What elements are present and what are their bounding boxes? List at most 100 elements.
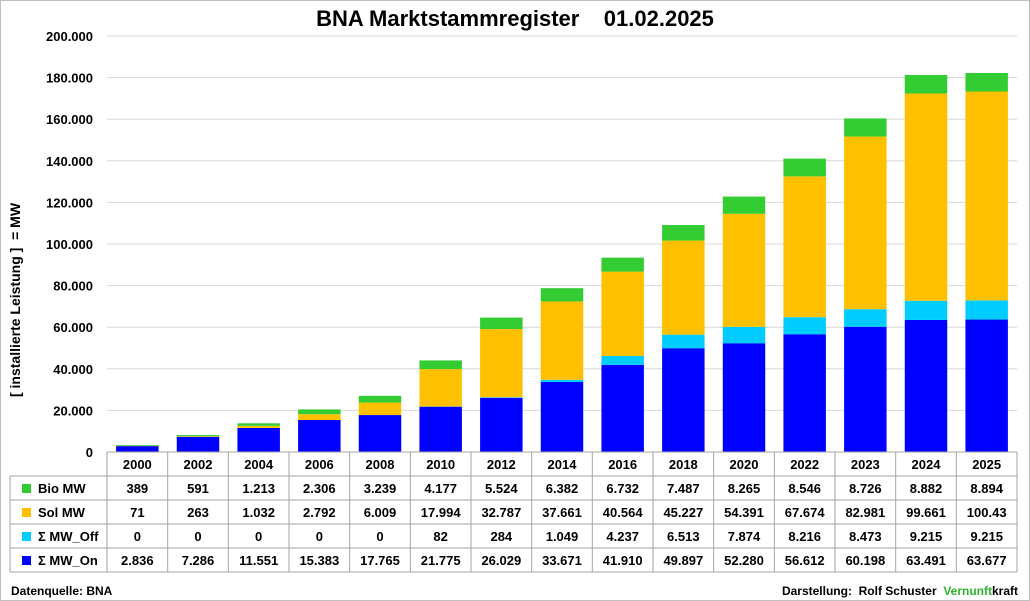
data-label: 2.836 xyxy=(121,553,154,568)
bar-segment xyxy=(540,379,584,382)
bar-segment xyxy=(298,409,341,415)
bar-segment xyxy=(844,118,887,137)
bar-segment xyxy=(662,225,705,241)
bar-segment xyxy=(722,213,766,327)
bar-segment xyxy=(662,348,705,452)
bar-segment xyxy=(176,436,220,452)
data-label: 8.894 xyxy=(970,481,1003,496)
data-label: 8.546 xyxy=(788,481,821,496)
series-name: Bio MW xyxy=(38,481,86,496)
series-name: Σ MW_On xyxy=(38,553,98,568)
x-tick-label: 2006 xyxy=(305,457,334,472)
data-label: 33.671 xyxy=(542,553,582,568)
bar-segment xyxy=(601,364,644,452)
bar-segment xyxy=(783,317,826,335)
data-label: 4.177 xyxy=(424,481,457,496)
data-label: 54.391 xyxy=(724,505,764,520)
bar-segment xyxy=(601,271,644,357)
bar-segment xyxy=(722,196,766,214)
data-label: 26.029 xyxy=(481,553,521,568)
bar-segment xyxy=(783,158,826,177)
data-label: 63.677 xyxy=(967,553,1007,568)
y-tick-label: 80.000 xyxy=(53,279,93,294)
x-tick-label: 2023 xyxy=(851,457,880,472)
credit-note: Darstellung: Rolf Schuster Vernunftkraft xyxy=(782,584,1018,598)
y-tick-label: 100.000 xyxy=(46,237,93,252)
data-label: 0 xyxy=(134,529,141,544)
x-tick-label: 2020 xyxy=(730,457,759,472)
brand-name-part1: Vernunft xyxy=(943,584,992,598)
data-label: 8.726 xyxy=(849,481,882,496)
data-label: 67.674 xyxy=(785,505,826,520)
bar-segment xyxy=(298,420,341,452)
bar-segment xyxy=(540,301,584,380)
x-tick-label: 2016 xyxy=(608,457,637,472)
x-tick-label: 2018 xyxy=(669,457,698,472)
data-label: 1.213 xyxy=(242,481,275,496)
bar-segment xyxy=(237,423,280,426)
legend-swatch xyxy=(22,532,31,541)
bar-segment xyxy=(722,326,766,344)
brand-name-part2: kraft xyxy=(991,584,1018,598)
bar-segment xyxy=(419,369,462,407)
data-label: 1.032 xyxy=(242,505,275,520)
bar-segment xyxy=(965,319,1008,452)
bar-segment xyxy=(540,288,584,302)
data-label: 17.994 xyxy=(421,505,462,520)
data-label: 37.661 xyxy=(542,505,582,520)
bar-segment xyxy=(722,343,766,452)
bar-segment xyxy=(904,93,948,301)
y-tick-label: 40.000 xyxy=(53,362,93,377)
bar-segment xyxy=(662,334,705,349)
x-tick-label: 2000 xyxy=(123,457,152,472)
x-tick-label: 2012 xyxy=(487,457,516,472)
y-tick-label: 60.000 xyxy=(53,320,93,335)
bar-segment xyxy=(662,240,705,335)
bar-segment xyxy=(480,397,523,452)
data-label: 284 xyxy=(490,529,512,544)
bar-segment xyxy=(540,381,584,452)
x-tick-label: 2002 xyxy=(184,457,213,472)
bar-segment xyxy=(237,427,280,452)
y-tick-label: 160.000 xyxy=(46,112,93,127)
data-label: 99.661 xyxy=(906,505,946,520)
bar-segment xyxy=(358,415,402,452)
data-label: 8.216 xyxy=(788,529,821,544)
data-label: 45.227 xyxy=(663,505,703,520)
data-label: 0 xyxy=(376,529,383,544)
data-label: 0 xyxy=(194,529,201,544)
bar-segment xyxy=(480,317,523,330)
data-label: 9.215 xyxy=(910,529,943,544)
bar-segment xyxy=(358,402,402,416)
bar-segment xyxy=(419,406,462,452)
y-tick-label: 120.000 xyxy=(46,195,93,210)
x-tick-label: 2004 xyxy=(244,457,274,472)
data-source-note: Datenquelle: BNA xyxy=(11,584,113,598)
data-label: 49.897 xyxy=(663,553,703,568)
data-label: 389 xyxy=(126,481,148,496)
data-label: 7.874 xyxy=(728,529,761,544)
bar-segment xyxy=(480,397,523,398)
x-tick-label: 2010 xyxy=(426,457,455,472)
bar-segment xyxy=(176,435,220,437)
data-label: 6.382 xyxy=(546,481,579,496)
data-label: 63.491 xyxy=(906,553,946,568)
series-name: Sol MW xyxy=(38,505,86,520)
credit-prefix: Darstellung: Rolf Schuster xyxy=(781,584,944,598)
data-label: 41.910 xyxy=(603,553,643,568)
data-label: 9.215 xyxy=(970,529,1003,544)
data-label: 60.198 xyxy=(845,553,885,568)
data-label: 7.487 xyxy=(667,481,700,496)
data-label: 5.524 xyxy=(485,481,518,496)
bar-segment xyxy=(601,257,644,272)
data-label: 6.732 xyxy=(606,481,639,496)
data-label: 17.765 xyxy=(360,553,400,568)
y-tick-label: 200.000 xyxy=(46,29,93,44)
bar-segment xyxy=(844,326,887,452)
data-label: 11.551 xyxy=(239,553,278,568)
legend-swatch xyxy=(22,508,31,517)
bar-segment xyxy=(783,334,826,452)
data-label: 15.383 xyxy=(299,553,339,568)
bar-segment xyxy=(601,356,644,365)
data-label: 1.049 xyxy=(546,529,579,544)
